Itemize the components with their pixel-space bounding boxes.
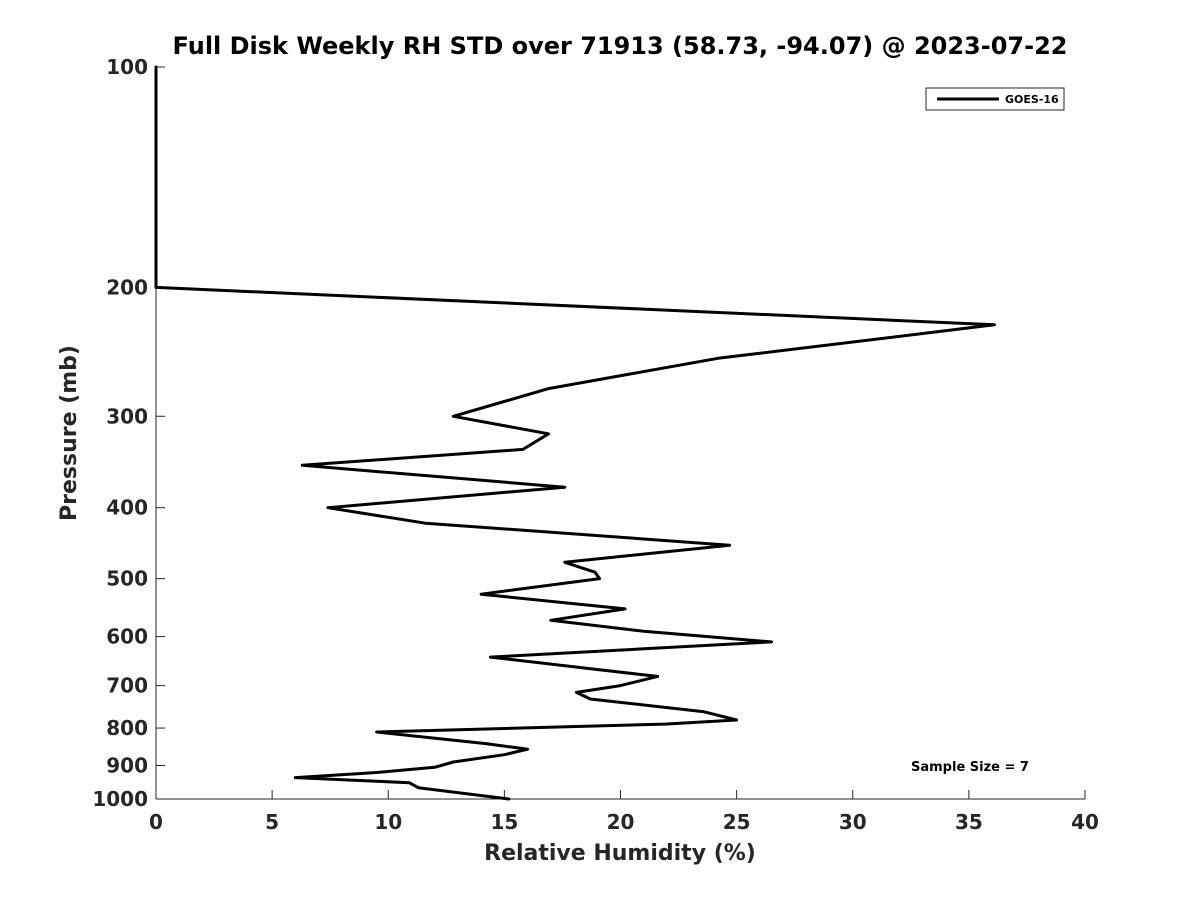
x-tick-label: 5 bbox=[265, 810, 279, 834]
chart-title: Full Disk Weekly RH STD over 71913 (58.7… bbox=[173, 32, 1068, 60]
y-tick-label: 300 bbox=[106, 404, 148, 428]
x-tick-label: 10 bbox=[374, 810, 402, 834]
y-tick-label: 600 bbox=[106, 625, 148, 649]
y-tick-label: 200 bbox=[106, 275, 148, 299]
x-axis-label: Relative Humidity (%) bbox=[484, 841, 756, 866]
y-tick-label: 700 bbox=[106, 674, 148, 698]
y-tick-label: 100 bbox=[106, 55, 148, 79]
sample-size-annotation: Sample Size = 7 bbox=[911, 760, 1029, 775]
x-tick-label: 30 bbox=[839, 810, 867, 834]
y-tick-label: 800 bbox=[106, 716, 148, 740]
x-tick-label: 15 bbox=[490, 810, 518, 834]
y-tick-label: 1000 bbox=[92, 787, 148, 811]
series-layer bbox=[154, 65, 996, 801]
y-axis-label: Pressure (mb) bbox=[57, 345, 82, 521]
y-tick-label: 400 bbox=[106, 496, 148, 520]
x-tick-label: 40 bbox=[1071, 810, 1099, 834]
x-tick-label: 25 bbox=[723, 810, 751, 834]
series-line-goes-16 bbox=[154, 65, 996, 801]
x-axis-ticks: 0 5 10 15 20 25 30 35 40 bbox=[149, 790, 1099, 834]
y-tick-label: 500 bbox=[106, 567, 148, 591]
legend-label-goes-16: GOES-16 bbox=[1005, 93, 1059, 106]
y-axis-ticks: 100 200 300 400 500 600 700 800 900 1000 bbox=[92, 55, 165, 811]
x-tick-label: 35 bbox=[955, 810, 983, 834]
x-tick-label: 20 bbox=[607, 810, 635, 834]
legend: GOES-16 bbox=[925, 87, 1065, 111]
x-tick-label: 0 bbox=[149, 810, 163, 834]
y-tick-label: 900 bbox=[106, 754, 148, 778]
